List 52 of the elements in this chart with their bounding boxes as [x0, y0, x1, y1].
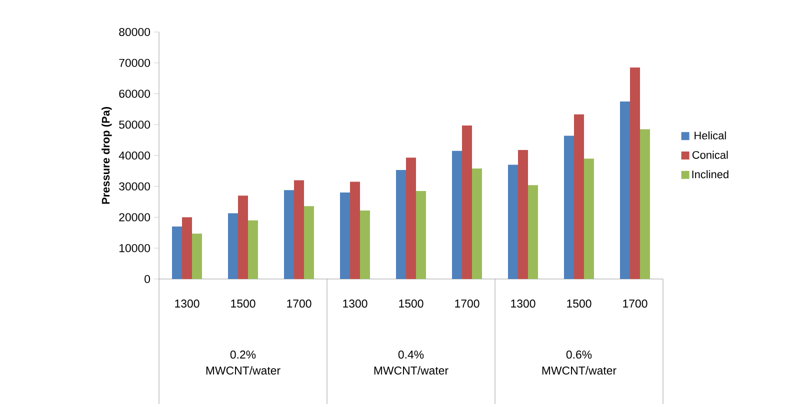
y-tick-label: 40000 [118, 151, 150, 160]
x-tick-label: 1300 [175, 300, 200, 308]
bar [564, 136, 574, 279]
bar [350, 182, 360, 279]
bar [172, 226, 182, 279]
bar [462, 126, 472, 279]
bar [640, 129, 650, 279]
bar [182, 217, 192, 279]
y-tick-label: 80000 [119, 28, 150, 36]
bar [584, 158, 594, 279]
bar [238, 196, 248, 279]
bar [396, 170, 406, 279]
text: 0.2% MWCNT/water [206, 350, 280, 375]
bar [340, 192, 350, 279]
bar [518, 150, 528, 279]
y-axis-title: Pressure drop (Pa) [102, 107, 112, 204]
bar [360, 210, 370, 279]
bar [630, 68, 640, 279]
bar [508, 164, 518, 279]
y-tick-label: 50000 [119, 120, 150, 129]
y-tick-label: 70000 [119, 58, 150, 67]
bar [294, 180, 304, 279]
text: 0.4% MWCNT/water [374, 350, 448, 375]
x-tick-label: 1700 [287, 300, 312, 308]
y-tick-label: 20000 [119, 213, 150, 222]
x-tick-label: 1500 [567, 300, 592, 308]
x-tick-label: 1700 [455, 300, 480, 308]
bar [620, 101, 630, 279]
bar [472, 168, 482, 279]
legend-label: Inclined [692, 170, 728, 178]
bar [192, 234, 202, 279]
bar [228, 213, 238, 279]
y-tick-label: 0 [144, 274, 150, 284]
text: 0.6% MWCNT/water [542, 350, 616, 375]
bar [416, 191, 426, 279]
bar [452, 150, 462, 279]
bar [248, 220, 258, 279]
bar [284, 190, 294, 279]
bar [574, 114, 584, 279]
x-tick-label: 1700 [623, 300, 648, 308]
y-tick-label: 60000 [119, 90, 150, 98]
x-tick-label: 1500 [399, 300, 424, 308]
x-tick-label: 1500 [231, 300, 256, 308]
y-tick-label: 10000 [119, 244, 150, 252]
x-tick-label: 1300 [511, 300, 536, 308]
y-tick-label: 30000 [119, 182, 150, 190]
x-tick-label: 1300 [343, 300, 368, 308]
legend-label: Helical [694, 131, 726, 140]
bar [528, 185, 538, 279]
bar [406, 158, 416, 279]
legend-label: Conical [692, 150, 728, 159]
bar [304, 206, 314, 279]
